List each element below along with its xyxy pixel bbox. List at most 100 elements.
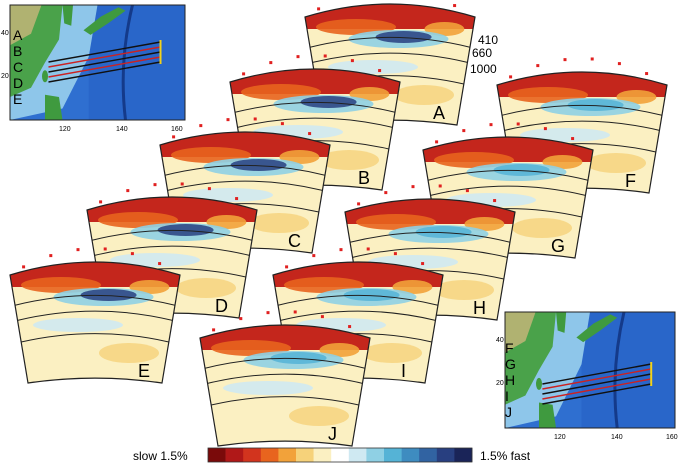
map-profile-label: I	[505, 388, 509, 404]
section-label: H	[473, 298, 486, 318]
depth-contour-line	[277, 294, 439, 306]
colorbar-swatch	[225, 448, 244, 462]
station-marker	[411, 185, 415, 189]
depth-contour-line	[204, 357, 366, 369]
cross-section-j: J	[199, 310, 371, 447]
station-marker	[384, 191, 388, 195]
station-marker	[617, 62, 621, 66]
depth-contour-line	[237, 117, 393, 128]
profile-track-line	[542, 378, 652, 400]
peninsula-land	[62, 5, 73, 26]
colorbar: slow 1.5% 1.5% fast	[133, 447, 531, 463]
station-marker	[22, 265, 26, 269]
profile-track-line	[542, 373, 652, 395]
map-profile-label: C	[13, 59, 23, 75]
station-marker	[49, 254, 53, 258]
station-marker	[543, 127, 547, 131]
station-marker	[76, 248, 80, 252]
depth-contour-line	[94, 245, 250, 256]
station-marker	[320, 315, 324, 319]
station-marker	[645, 72, 649, 76]
depth-contour-line	[207, 373, 363, 384]
section-label: G	[551, 236, 565, 256]
station-marker	[130, 252, 134, 256]
profile-track-line	[542, 368, 652, 390]
station-marker	[571, 137, 575, 141]
philippines-land	[539, 402, 556, 428]
station-marker	[172, 135, 176, 139]
colorbar-swatch	[436, 448, 455, 462]
lon-tick-label: 160	[666, 434, 678, 441]
station-marker	[378, 69, 382, 73]
station-marker	[317, 7, 321, 11]
colorbar-frame	[207, 447, 473, 463]
depth-contour-line	[430, 185, 586, 196]
station-marker	[350, 59, 354, 63]
station-marker	[590, 57, 594, 61]
colorbar-swatch	[243, 448, 262, 462]
station-marker	[312, 254, 316, 258]
lon-tick-label: 120	[59, 126, 71, 133]
station-marker	[207, 187, 211, 191]
colorbar-right-label: 1.5% fast	[480, 449, 531, 463]
station-marker	[536, 64, 540, 68]
depth-contour-line	[21, 333, 169, 343]
lat-tick-label: 20	[496, 380, 504, 387]
station-marker	[421, 262, 425, 266]
japan-land	[576, 314, 618, 343]
depth-contour-line	[164, 164, 326, 176]
station-marker	[103, 247, 107, 251]
colorbar-swatch	[366, 448, 385, 462]
depth-label-410: 410	[478, 33, 498, 47]
station-marker	[126, 189, 130, 193]
cross-section-e: E	[9, 247, 181, 384]
map-frame	[9, 4, 186, 121]
colorbar-left-label: slow 1.5%	[133, 449, 188, 463]
map-profile-label: B	[13, 43, 22, 59]
colorbar-swatch	[419, 448, 438, 462]
profile-track-line	[48, 61, 161, 83]
section-label: E	[138, 361, 150, 381]
station-marker	[296, 55, 300, 59]
cross-section-i: I	[272, 247, 444, 384]
trench-line	[121, 5, 134, 120]
station-marker	[563, 58, 567, 62]
lat-tick-label: 20	[1, 73, 9, 80]
station-marker	[180, 182, 184, 186]
station-marker	[509, 75, 513, 79]
colorbar-swatch	[313, 448, 332, 462]
depth-contour-line	[280, 310, 436, 321]
depth-contour-line	[309, 36, 471, 48]
map-profile-label: A	[13, 27, 23, 43]
colorbar-swatch	[296, 448, 314, 462]
colorbar-swatch	[384, 448, 402, 462]
depth-label-660: 660	[472, 46, 492, 60]
station-marker	[489, 123, 493, 127]
station-marker	[323, 54, 327, 58]
station-marker	[453, 4, 457, 8]
station-marker	[269, 61, 273, 65]
colorbar-swatch	[260, 448, 279, 462]
map-profile-label: H	[505, 372, 515, 388]
lon-tick-label: 120	[554, 434, 566, 441]
station-marker	[99, 200, 103, 204]
station-marker	[242, 72, 246, 76]
depth-contour-line	[167, 180, 323, 191]
station-marker	[153, 183, 157, 187]
colorbar-swatch	[331, 448, 350, 462]
station-marker	[435, 140, 439, 144]
map-profile-label: G	[505, 356, 516, 372]
depth-contour-line	[211, 396, 359, 406]
depth-contour-line	[427, 169, 589, 181]
map-profile-label: F	[505, 340, 514, 356]
station-marker	[266, 311, 270, 315]
station-marker	[393, 252, 397, 256]
section-label: I	[401, 361, 406, 381]
section-label: D	[215, 296, 228, 316]
profile-track-line	[48, 51, 161, 73]
station-marker	[235, 197, 239, 201]
